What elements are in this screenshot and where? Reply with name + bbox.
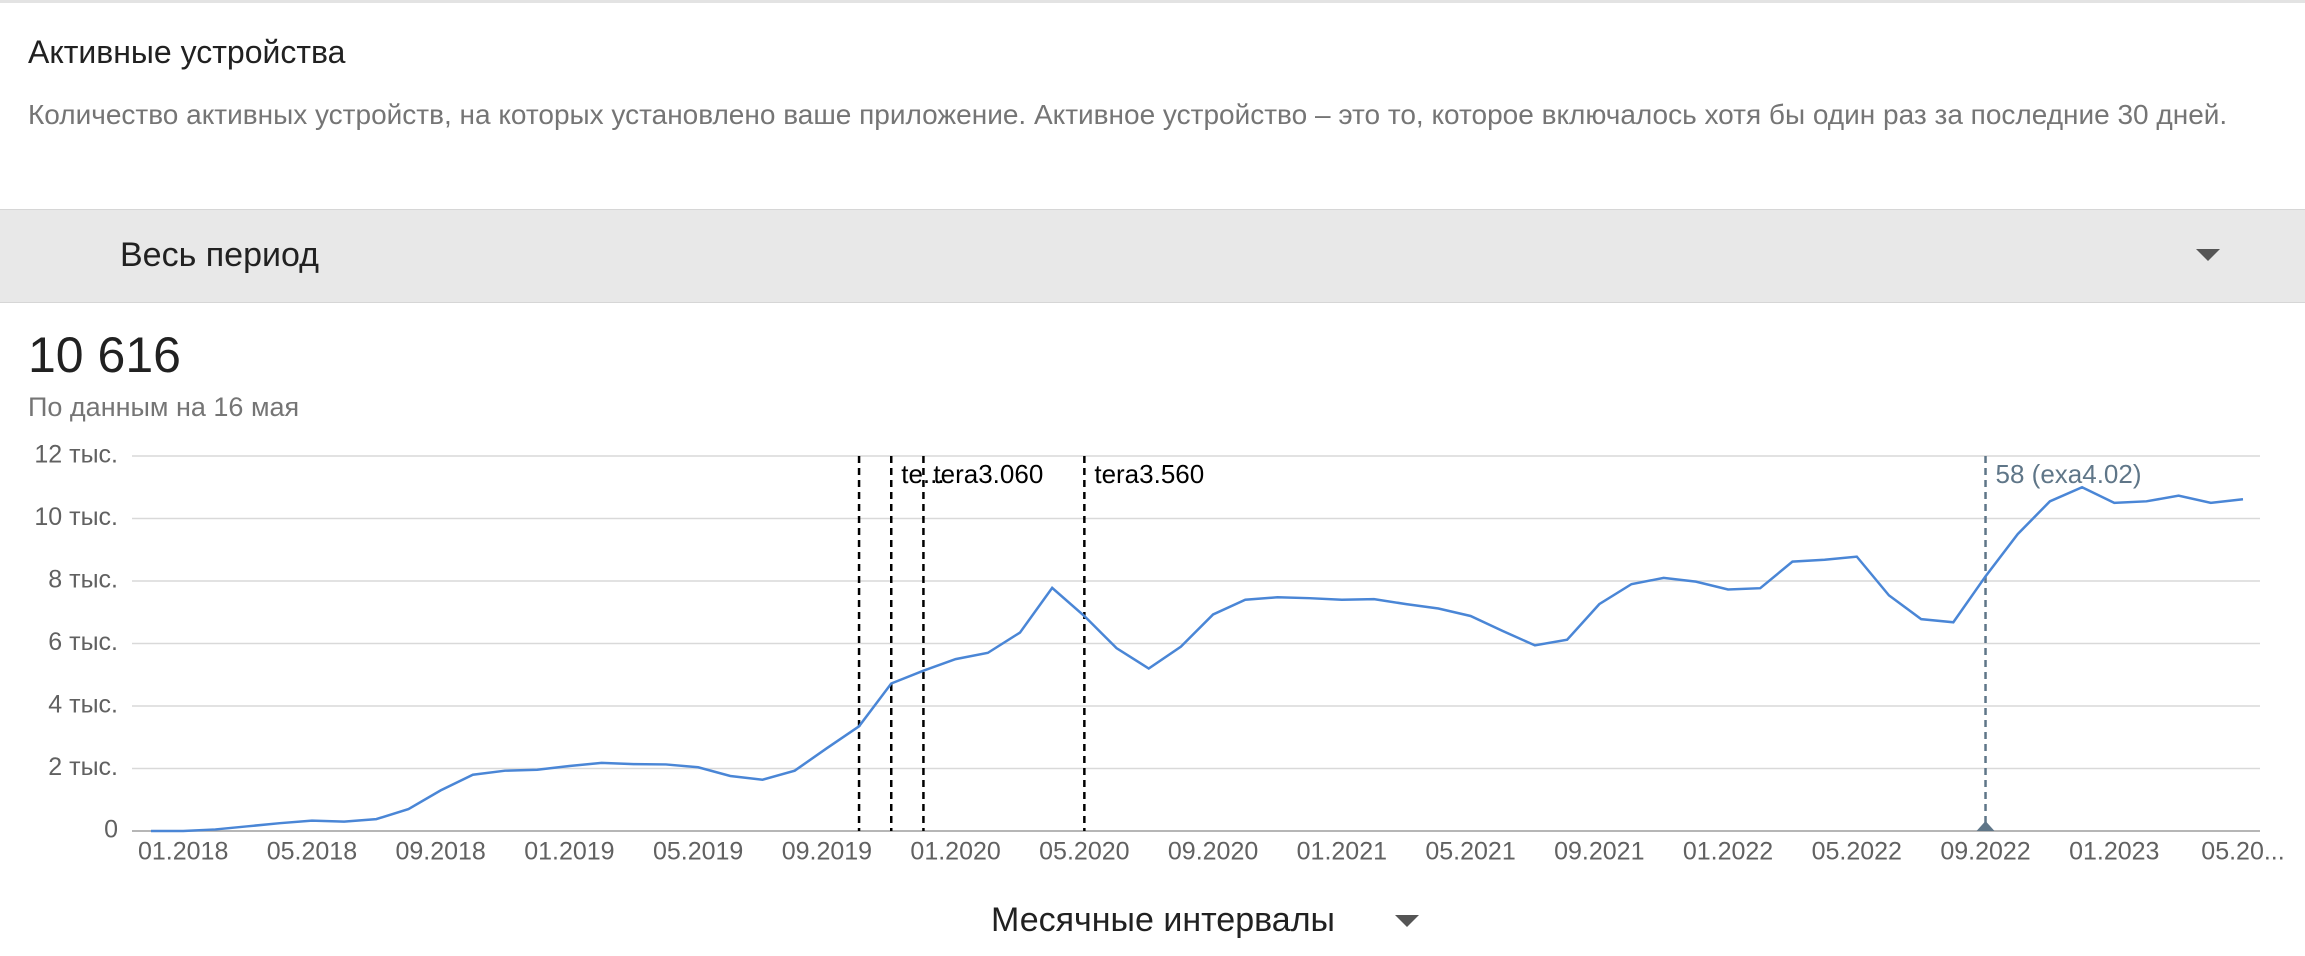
- x-tick-label: 05.2022: [1812, 838, 1902, 866]
- x-tick-label: 01.2023: [2069, 838, 2159, 866]
- dropdown-arrow[interactable]: [2196, 249, 2220, 261]
- annotation-label: 58 (exa4.02): [1996, 459, 2142, 489]
- x-tick-label: 09.2019: [782, 838, 872, 866]
- divider: [0, 0, 2305, 3]
- annotation-label: tera3.560: [1094, 459, 1204, 489]
- annotation-label: tera3.060: [933, 459, 1043, 489]
- x-tick-label: 09.2021: [1554, 838, 1644, 866]
- x-tick-label: 05.2018: [267, 838, 357, 866]
- metric-value: 10 616: [28, 327, 181, 383]
- y-tick-label: 0: [104, 816, 118, 844]
- period-selector[interactable]: [0, 209, 2305, 303]
- dropdown-arrow[interactable]: [1395, 915, 1419, 927]
- x-tick-label: 09.2018: [395, 838, 485, 866]
- data-line: [151, 485, 2244, 833]
- x-tick-label: 05.2021: [1425, 838, 1515, 866]
- period-label[interactable]: Весь период: [120, 236, 319, 274]
- y-tick-label: 12 тыс.: [34, 441, 118, 469]
- y-tick-label: 10 тыс.: [34, 503, 118, 531]
- x-tick-label: 09.2022: [1940, 838, 2030, 866]
- x-tick-label: 01.2019: [524, 838, 614, 866]
- y-tick-label: 8 тыс.: [48, 566, 118, 594]
- y-tick-label: 6 тыс.: [48, 628, 118, 656]
- x-tick-label: 01.2020: [910, 838, 1000, 866]
- x-tick-label: 05.2019: [653, 838, 743, 866]
- annotation-marker: [1976, 821, 1995, 831]
- x-tick-label: 09.2020: [1168, 838, 1258, 866]
- x-tick-label: 01.2018: [138, 838, 228, 866]
- x-tick-label: 01.2022: [1683, 838, 1773, 866]
- y-tick-label: 4 тыс.: [48, 691, 118, 719]
- x-tick-label: 05.20...: [2201, 838, 2284, 866]
- card-title: Активные устройства: [28, 34, 346, 70]
- x-tick-label: 05.2020: [1039, 838, 1129, 866]
- metric-note: По данным на 16 мая: [28, 392, 300, 422]
- y-tick-label: 2 тыс.: [48, 753, 118, 781]
- card-description: Количество активных устройств, на которы…: [28, 99, 2228, 130]
- x-tick-label: 01.2021: [1297, 838, 1387, 866]
- interval-label[interactable]: Месячные интервалы: [991, 901, 1335, 939]
